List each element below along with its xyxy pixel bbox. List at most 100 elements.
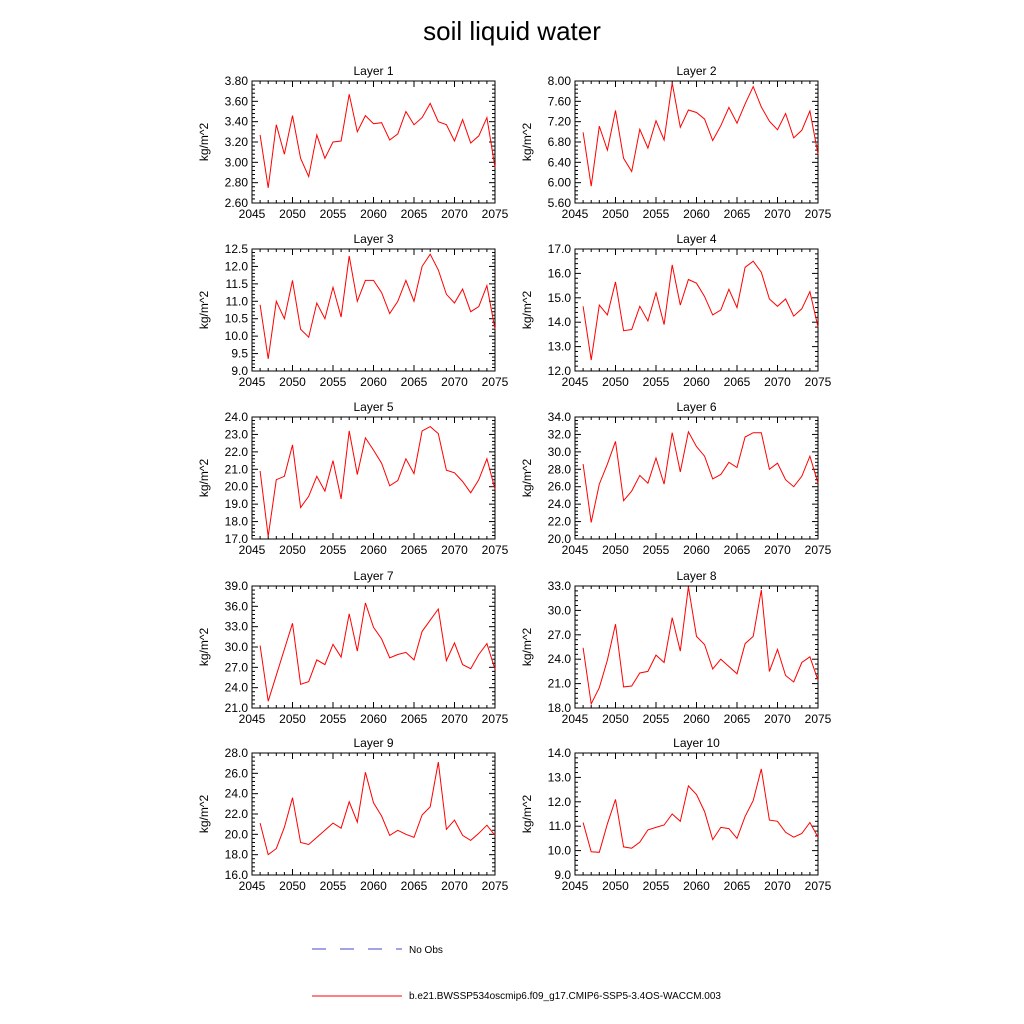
y-tick-label: 24.0 bbox=[548, 652, 572, 666]
x-tick-label: 2060 bbox=[683, 375, 710, 389]
y-tick-label: 23.0 bbox=[225, 427, 249, 441]
x-tick-label: 2060 bbox=[683, 879, 710, 893]
x-tick-label: 2075 bbox=[482, 712, 509, 726]
x-tick-label: 2060 bbox=[360, 879, 387, 893]
y-tick-label: 10.0 bbox=[225, 329, 249, 343]
x-tick-label: 2070 bbox=[441, 712, 468, 726]
x-tick-label: 2060 bbox=[360, 375, 387, 389]
panel-layer-8: Layer 8 18.0 21.0 24.0 27.0 30.0 33.0 2045 2050 2… bbox=[520, 569, 832, 726]
y-tick-label: 7.20 bbox=[548, 115, 572, 129]
x-tick-label: 2055 bbox=[643, 543, 670, 557]
plot-frame bbox=[251, 416, 496, 540]
y-tick-label: 34.0 bbox=[548, 410, 572, 424]
x-tick-label: 2075 bbox=[482, 543, 509, 557]
panel-layer-1: Layer 1 2.60 2.80 3.00 3.20 3.40 3.60 3.80 2045 2… bbox=[197, 64, 509, 221]
y-tick-label: 18.0 bbox=[225, 515, 249, 529]
x-tick-label: 2055 bbox=[320, 375, 347, 389]
y-tick-label: 6.80 bbox=[548, 135, 572, 149]
y-tick-label: 24.0 bbox=[548, 497, 572, 511]
y-tick-label: 16.0 bbox=[548, 266, 572, 280]
plot-frame bbox=[251, 585, 496, 709]
x-tick-label: 2075 bbox=[482, 207, 509, 221]
y-tick-label: 36.0 bbox=[225, 599, 249, 613]
x-tick-label: 2055 bbox=[643, 375, 670, 389]
x-tick-label: 2065 bbox=[401, 207, 428, 221]
panel-layer-2: Layer 2 5.60 6.00 6.40 6.80 7.20 7.60 8.00 2045 2… bbox=[520, 64, 832, 221]
x-tick-label: 2070 bbox=[441, 879, 468, 893]
y-axis-label: kg/m^2 bbox=[520, 459, 534, 498]
y-tick-label: 6.00 bbox=[548, 176, 572, 190]
x-tick-label: 2055 bbox=[643, 712, 670, 726]
y-tick-label: 30.0 bbox=[548, 603, 572, 617]
y-tick-label: 11.0 bbox=[226, 294, 249, 308]
y-tick-label: 12.0 bbox=[548, 795, 572, 809]
panel-title: Layer 4 bbox=[676, 232, 716, 246]
y-tick-label: 18.0 bbox=[225, 848, 249, 862]
y-tick-label: 16.0 bbox=[225, 868, 249, 882]
y-axis-label: kg/m^2 bbox=[197, 795, 211, 834]
y-tick-label: 14.0 bbox=[548, 746, 572, 760]
y-tick-label: 27.0 bbox=[548, 628, 572, 642]
y-axis-label: kg/m^2 bbox=[197, 628, 211, 667]
y-tick-label: 3.60 bbox=[225, 94, 249, 108]
y-tick-label: 12.5 bbox=[225, 242, 249, 256]
y-tick-label: 19.0 bbox=[225, 497, 249, 511]
x-tick-label: 2050 bbox=[602, 543, 629, 557]
x-tick-label: 2075 bbox=[482, 375, 509, 389]
chart-title: soil liquid water bbox=[423, 16, 601, 46]
plot-frame bbox=[574, 752, 819, 876]
y-tick-label: 39.0 bbox=[225, 579, 249, 593]
y-axis-label: kg/m^2 bbox=[197, 291, 211, 330]
x-tick-label: 2055 bbox=[643, 207, 670, 221]
x-tick-label: 2055 bbox=[643, 879, 670, 893]
series-line bbox=[582, 430, 819, 523]
x-tick-label: 2060 bbox=[360, 712, 387, 726]
y-tick-label: 22.0 bbox=[225, 445, 249, 459]
x-tick-label: 2070 bbox=[764, 207, 791, 221]
y-tick-label: 33.0 bbox=[225, 620, 249, 634]
y-axis-label: kg/m^2 bbox=[197, 123, 211, 162]
y-tick-label: 20.0 bbox=[548, 532, 572, 546]
x-tick-label: 2065 bbox=[724, 207, 751, 221]
x-tick-label: 2045 bbox=[239, 879, 266, 893]
y-tick-label: 10.5 bbox=[225, 312, 249, 326]
panel-layer-3: Layer 3 9.0 9.5 10.0 10.5 11.0 11.5 12.0 12.5 204… bbox=[197, 232, 509, 389]
series-line bbox=[259, 602, 496, 702]
x-tick-label: 2045 bbox=[239, 375, 266, 389]
panel-title: Layer 1 bbox=[353, 64, 393, 78]
x-tick-label: 2060 bbox=[683, 543, 710, 557]
plot-frame bbox=[251, 248, 496, 372]
x-tick-label: 2075 bbox=[805, 543, 832, 557]
y-tick-label: 13.0 bbox=[548, 340, 572, 354]
panel-title: Layer 3 bbox=[353, 232, 393, 246]
y-tick-label: 14.0 bbox=[548, 315, 572, 329]
y-tick-label: 3.20 bbox=[225, 135, 249, 149]
x-tick-label: 2070 bbox=[441, 543, 468, 557]
y-axis-label: kg/m^2 bbox=[520, 123, 534, 162]
panel-title: Layer 5 bbox=[353, 400, 393, 414]
panel-layer-10: Layer 10 9.0 10.0 11.0 12.0 13.0 14.0 2045 2050 2… bbox=[520, 736, 832, 893]
x-tick-label: 2070 bbox=[441, 207, 468, 221]
y-axis-label: kg/m^2 bbox=[197, 459, 211, 498]
panel-layer-6: Layer 6 20.0 22.0 24.0 26.0 28.0 30.0 32.0 34.0 2… bbox=[520, 400, 832, 557]
x-tick-label: 2045 bbox=[562, 375, 589, 389]
plot-frame bbox=[574, 585, 819, 709]
y-tick-label: 26.0 bbox=[548, 480, 572, 494]
y-tick-label: 11.0 bbox=[549, 819, 572, 833]
x-tick-label: 2075 bbox=[805, 375, 832, 389]
x-tick-label: 2045 bbox=[562, 712, 589, 726]
x-tick-label: 2065 bbox=[724, 712, 751, 726]
x-tick-label: 2055 bbox=[320, 879, 347, 893]
x-tick-label: 2045 bbox=[562, 543, 589, 557]
x-tick-label: 2045 bbox=[239, 543, 266, 557]
x-tick-label: 2065 bbox=[401, 879, 428, 893]
y-axis-label: kg/m^2 bbox=[520, 795, 534, 834]
plot-frame bbox=[574, 248, 819, 372]
x-tick-label: 2065 bbox=[724, 879, 751, 893]
series-line bbox=[259, 94, 496, 188]
panel-title: Layer 6 bbox=[676, 400, 716, 414]
y-tick-label: 12.0 bbox=[225, 259, 249, 273]
x-tick-label: 2045 bbox=[239, 207, 266, 221]
y-tick-label: 30.0 bbox=[548, 445, 572, 459]
